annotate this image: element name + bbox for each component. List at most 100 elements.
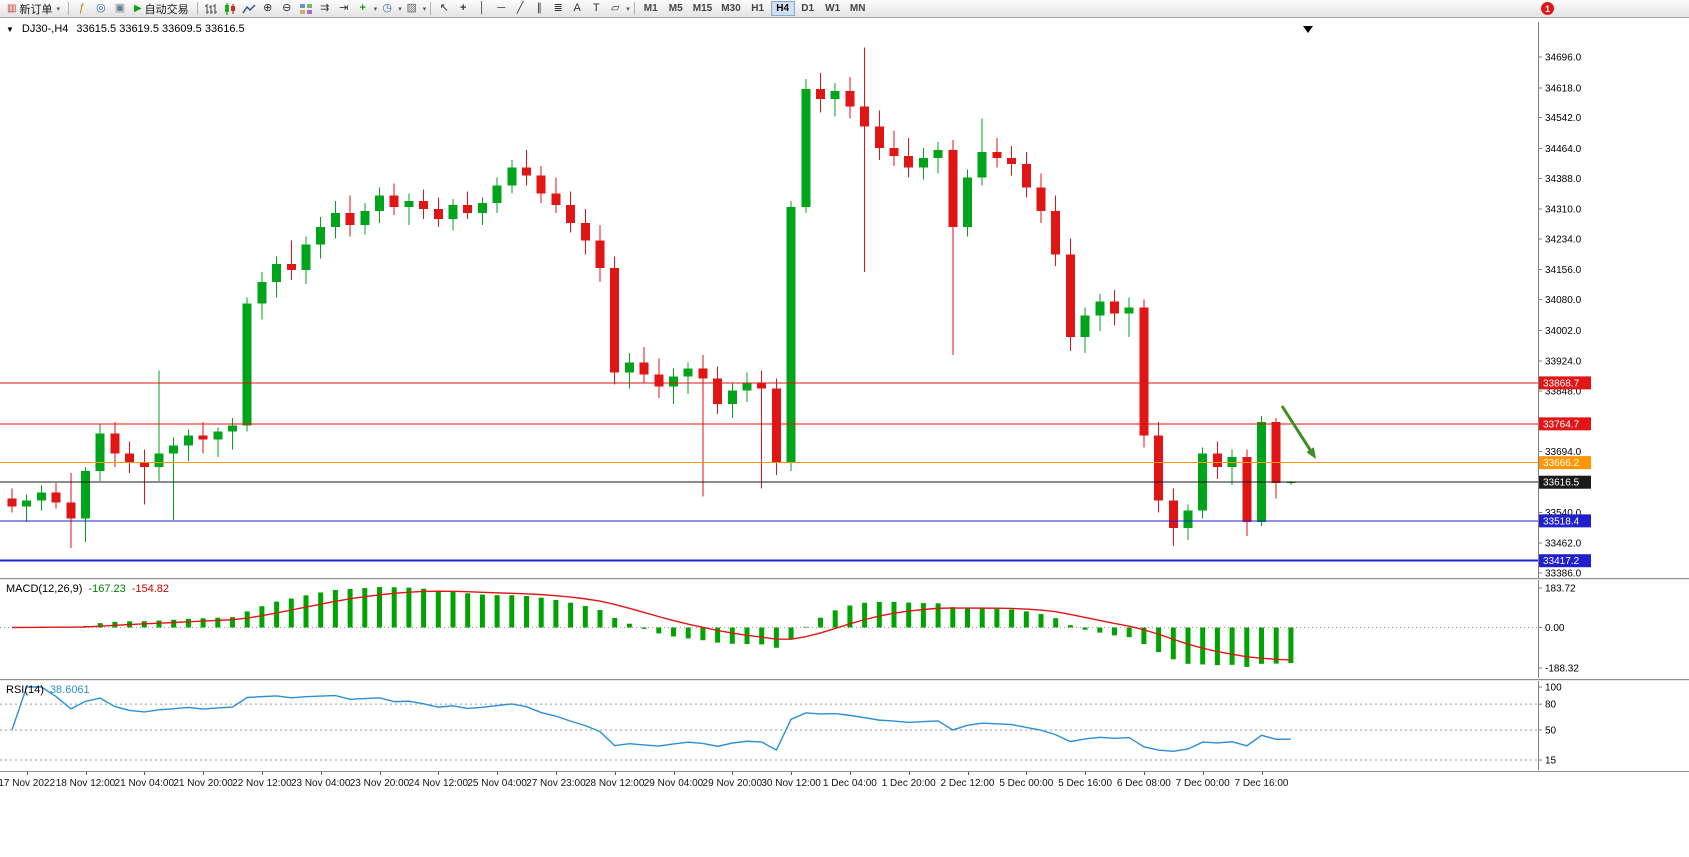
- timeframe-m30-button[interactable]: M30: [721, 3, 741, 14]
- time-label: 21 Nov 04:00: [114, 778, 175, 789]
- candle: [1095, 293, 1105, 332]
- candle: [1168, 488, 1178, 546]
- candle: [698, 354, 708, 497]
- line-chart-icon[interactable]: [240, 1, 258, 17]
- candle: [580, 209, 590, 255]
- time-tick: [555, 772, 557, 775]
- candle: [36, 484, 46, 511]
- time-axis[interactable]: 17 Nov 2022 18 Nov 12:00 21 Nov 04:00 21 No…: [0, 771, 1689, 793]
- bar-chart-icon[interactable]: [202, 1, 220, 17]
- candle: [448, 199, 458, 231]
- text-label-icon[interactable]: T: [592, 2, 600, 14]
- new-order-button[interactable]: ▥ 新订单 ▾: [3, 1, 64, 17]
- time-label: 1 Dec 20:00: [881, 778, 936, 789]
- panel-separator[interactable]: [0, 679, 1689, 681]
- auto-trading-button-label: 自动交易: [144, 3, 189, 16]
- chart-window[interactable]: ▼ DJ30-,H4 33615.5 33619.5 33609.5 33616…: [0, 18, 1689, 857]
- timeframe-d1-button[interactable]: D1: [801, 3, 815, 14]
- candle: [889, 130, 899, 166]
- candle: [1227, 449, 1237, 485]
- dropdown-arrow-icon: ▾: [626, 5, 630, 13]
- candle: [1183, 504, 1193, 540]
- candle: [139, 449, 149, 505]
- timeframe-m5-button[interactable]: M5: [668, 3, 683, 14]
- arrow-annotation[interactable]: [1280, 405, 1315, 455]
- price-tag: [1539, 475, 1591, 489]
- text-icon[interactable]: A: [573, 2, 581, 14]
- candle: [110, 421, 120, 468]
- chart-ohlc: 33615.5 33619.5 33609.5 33616.5: [76, 23, 245, 35]
- cursor-icon[interactable]: ↖: [439, 2, 449, 14]
- time-tick: [1085, 772, 1087, 775]
- panel-separator[interactable]: [0, 578, 1689, 580]
- zoom-out-icon[interactable]: ⊖: [282, 2, 292, 14]
- tile-windows-icon[interactable]: [297, 1, 315, 17]
- price-tag: [1539, 456, 1591, 470]
- candle: [257, 272, 267, 320]
- dropdown-arrow-icon: ▾: [422, 5, 427, 13]
- timeframe-w1-button[interactable]: W1: [825, 3, 841, 14]
- candle: [639, 346, 649, 383]
- candle: [7, 488, 17, 513]
- timeframe-m15-button[interactable]: M15: [692, 3, 713, 14]
- candle: [830, 83, 840, 117]
- shapes-icon[interactable]: ▱: [610, 2, 620, 14]
- candle: [727, 382, 737, 418]
- price-tag-label: 33417.2: [1543, 556, 1580, 567]
- terminal-icon[interactable]: ▣: [114, 2, 126, 14]
- chart-shift-icon[interactable]: ⇥: [339, 2, 349, 14]
- time-tick: [614, 772, 616, 775]
- indicators-icon[interactable]: ƒ: [78, 2, 86, 14]
- timeframe-h1-button[interactable]: H1: [751, 3, 765, 14]
- crosshair-icon[interactable]: +: [460, 2, 467, 14]
- navigator-icon[interactable]: ◎: [96, 2, 106, 14]
- timeframe-m1-button[interactable]: M1: [643, 3, 658, 14]
- main-chart[interactable]: 34696.0 34618.0 34542.0 34464.0 34388.0 34310…: [0, 22, 1689, 578]
- candles: [7, 47, 1296, 548]
- time-tick: [1143, 772, 1145, 775]
- collapse-panel-arrow[interactable]: ▼: [6, 24, 14, 34]
- time-tick: [261, 772, 263, 775]
- candle: [330, 201, 340, 239]
- macd-panel[interactable]: 183.72 0.00 -188.32: [0, 580, 1689, 678]
- candle: [551, 177, 561, 214]
- channel-icon[interactable]: ∥: [536, 2, 542, 14]
- candle: [1080, 307, 1090, 353]
- timeframe-mn-button[interactable]: MN: [849, 3, 866, 14]
- zoom-in-icon[interactable]: ⊕: [263, 2, 273, 14]
- vertical-line-icon[interactable]: │: [478, 2, 486, 14]
- period-icon[interactable]: ◷: [382, 2, 392, 14]
- dropdown-arrow-icon: ▾: [56, 5, 60, 13]
- chart-shift-marker[interactable]: [1303, 26, 1313, 33]
- rsi-panel[interactable]: 100 80 50 15: [0, 681, 1689, 770]
- candle: [95, 423, 105, 481]
- add-indicator-icon[interactable]: +: [359, 2, 366, 14]
- price-tick-label: 34464.0: [1545, 144, 1582, 155]
- macd-scale-label: 183.72: [1545, 584, 1576, 595]
- candle: [169, 437, 179, 521]
- time-label: 23 Nov 20:00: [349, 778, 410, 789]
- price-tag-label: 33518.4: [1543, 516, 1580, 527]
- candle: [683, 362, 693, 395]
- horizontal-line-icon[interactable]: ─: [497, 2, 506, 14]
- macd-signal-line: [11, 590, 1291, 661]
- candlestick-chart-icon[interactable]: [221, 1, 239, 17]
- play-icon: ▶: [133, 3, 142, 14]
- candle: [228, 417, 237, 450]
- time-label: 29 Nov 20:00: [702, 778, 763, 789]
- candle: [389, 183, 399, 215]
- fibonacci-icon[interactable]: ≣: [553, 2, 563, 14]
- candle: [566, 191, 576, 233]
- candle: [272, 256, 282, 298]
- notification-badge[interactable]: 1: [1541, 2, 1554, 15]
- auto-scroll-icon[interactable]: ⇉: [320, 2, 330, 14]
- candle: [492, 177, 502, 214]
- auto-trading-button[interactable]: ▶ 自动交易: [130, 1, 193, 17]
- toolbar-separator: [430, 2, 432, 15]
- timeframe-h4-button[interactable]: H4: [770, 1, 795, 16]
- trendline-icon[interactable]: ╱: [516, 2, 524, 14]
- candle: [536, 165, 546, 204]
- candle: [1139, 299, 1149, 448]
- templates-icon[interactable]: ▨: [406, 2, 417, 14]
- candle: [654, 358, 664, 399]
